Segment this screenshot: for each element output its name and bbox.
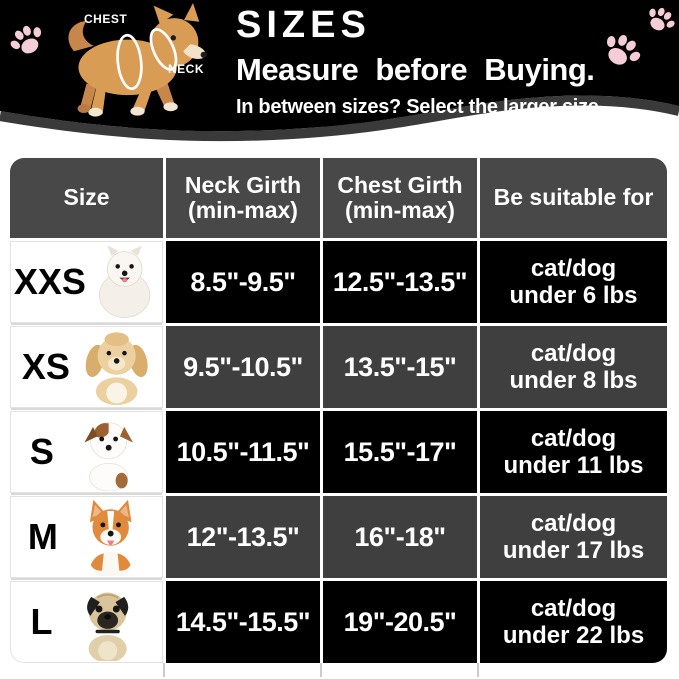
chest-girth-value: 12.5"-13.5" <box>323 241 477 323</box>
paw-print-icon <box>10 25 42 54</box>
column-divider-line <box>320 663 322 677</box>
column-header-neck-girth: Neck Girth (min-max) <box>166 158 320 238</box>
table-row-size-label: M <box>10 496 163 578</box>
paw-print-icon <box>606 35 641 65</box>
row-divider <box>11 323 162 325</box>
suitable-for-value: cat/dog under 22 lbs <box>480 581 667 663</box>
column-header-suitable-for: Be suitable for <box>480 158 667 238</box>
suitable-for-value: cat/dog under 17 lbs <box>480 496 667 578</box>
row-divider <box>11 578 162 580</box>
banner: CHEST NECK SIZES Measure before Buying. … <box>0 0 679 158</box>
page-title: SIZES <box>236 4 371 46</box>
column-header-size: Size <box>10 158 163 238</box>
corgi-dog-photo <box>89 499 132 576</box>
paw-print-icon <box>649 7 675 31</box>
havanese-puppy-dog-photo <box>85 332 148 406</box>
suitable-for-value: cat/dog under 11 lbs <box>480 411 667 493</box>
pug-dog-photo <box>87 592 129 661</box>
column-header-chest-girth: Chest Girth (min-max) <box>323 158 477 238</box>
neck-girth-value: 8.5"-9.5" <box>166 241 320 323</box>
neck-girth-value: 14.5"-15.5" <box>166 581 320 663</box>
chest-girth-value: 16"-18" <box>323 496 477 578</box>
size-label: XS <box>21 346 70 387</box>
neck-label: NECK <box>168 62 205 76</box>
size-label: S <box>29 431 54 472</box>
banner-subtitle: Measure before Buying. <box>236 52 595 87</box>
table-row-size-label: XS <box>10 326 163 408</box>
table-row-size-label: S <box>10 411 163 493</box>
row-divider <box>11 408 162 410</box>
banner-note: In between sizes? Select the larger size… <box>236 96 604 118</box>
chest-girth-value: 15.5"-17" <box>323 411 477 493</box>
neck-girth-value: 9.5"-10.5" <box>166 326 320 408</box>
chest-girth-value: 13.5"-15" <box>323 326 477 408</box>
column-divider-line <box>477 663 479 677</box>
size-label: M <box>27 516 58 557</box>
neck-girth-value: 12"-13.5" <box>166 496 320 578</box>
chest-label: CHEST <box>84 12 128 26</box>
size-table: Size Neck Girth (min-max) Chest Girth (m… <box>10 158 667 677</box>
shiba-puppy-photo <box>68 2 207 117</box>
jack-russell-dog-photo <box>84 422 133 491</box>
size-label: L <box>30 601 53 642</box>
suitable-for-value: cat/dog under 6 lbs <box>480 241 667 323</box>
column-divider-line <box>163 663 165 677</box>
pomeranian-dog-photo <box>98 245 151 318</box>
size-label: XXS <box>13 261 86 302</box>
measurement-diagram: CHEST NECK <box>40 2 240 132</box>
table-row-size-label: L <box>10 581 163 663</box>
chest-girth-value: 19"-20.5" <box>323 581 477 663</box>
neck-girth-value: 10.5"-11.5" <box>166 411 320 493</box>
suitable-for-value: cat/dog under 8 lbs <box>480 326 667 408</box>
table-row-size-label: XXS <box>10 241 163 323</box>
banner-titles: SIZES Measure before Buying. In between … <box>236 6 604 119</box>
row-divider <box>11 493 162 495</box>
